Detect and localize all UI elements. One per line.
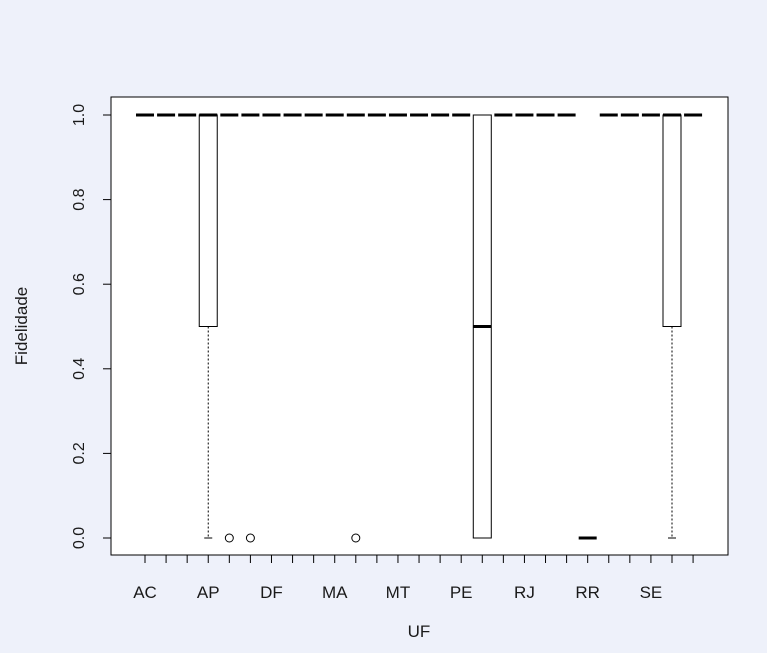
outlier-point (351, 533, 361, 543)
box-ba (220, 113, 239, 543)
y-tick-label: 0.8 (71, 188, 88, 210)
y-tick-label: 0.4 (71, 358, 88, 380)
y-tick-label: 0.2 (71, 442, 88, 464)
outlier-point (245, 533, 255, 543)
box-sp (662, 113, 682, 539)
x-tick-label: MT (386, 583, 411, 602)
boxes (136, 113, 703, 543)
y-tick-label: 0.6 (71, 273, 88, 295)
x-tick-label: PE (450, 583, 473, 602)
box-ap (198, 113, 218, 539)
y-tick-label: 0.0 (71, 527, 88, 549)
outlier-point (224, 533, 234, 543)
box-body (662, 114, 682, 327)
x-tick-label: SE (640, 583, 663, 602)
y-tick-label: 1.0 (71, 104, 88, 126)
box-mg (346, 113, 365, 543)
x-tick-label: AP (197, 583, 220, 602)
x-tick-label: RR (575, 583, 600, 602)
box-body (198, 114, 218, 327)
x-tick-label: MA (322, 583, 348, 602)
box-pi (472, 114, 492, 539)
y-axis-label: Fidelidade (12, 287, 31, 365)
x-tick-label: DF (260, 583, 283, 602)
y-axis: 0.0 0.2 0.4 0.6 0.8 1.0 (71, 104, 112, 549)
x-tick-label: AC (133, 583, 157, 602)
x-axis: AC AP DF MA MT PE RJ RR SE (133, 554, 694, 602)
x-axis-label: UF (408, 622, 431, 641)
x-tick-label: RJ (514, 583, 535, 602)
box-ce (241, 113, 260, 543)
